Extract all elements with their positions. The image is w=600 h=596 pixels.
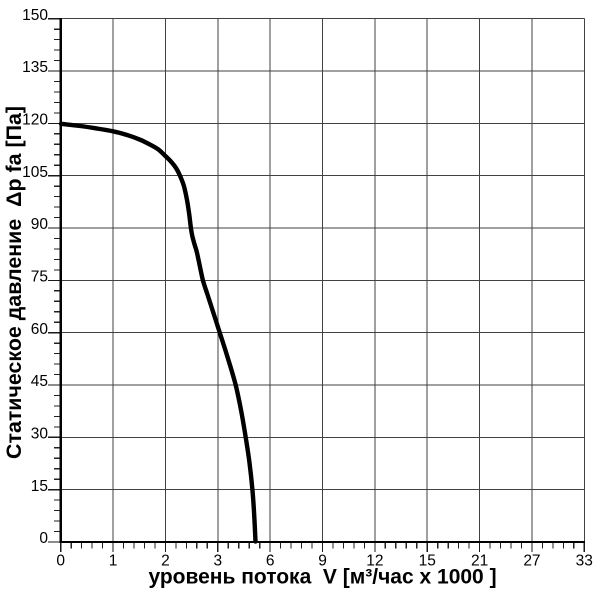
svg-text:120: 120 — [22, 112, 48, 129]
svg-text:3: 3 — [213, 553, 222, 570]
svg-text:150: 150 — [22, 7, 48, 24]
svg-text:105: 105 — [22, 164, 48, 181]
svg-text:33: 33 — [576, 553, 593, 570]
svg-text:уровень потока V [м³/час x 10: уровень потока V [м³/час x 1000 ] — [148, 566, 496, 589]
svg-text:1: 1 — [109, 553, 118, 570]
svg-text:27: 27 — [523, 553, 540, 570]
svg-text:60: 60 — [31, 321, 49, 338]
svg-text:12: 12 — [366, 553, 383, 570]
svg-text:15: 15 — [419, 553, 436, 570]
svg-text:6: 6 — [266, 553, 275, 570]
svg-text:135: 135 — [22, 59, 48, 76]
svg-text:0: 0 — [56, 553, 65, 570]
svg-text:45: 45 — [31, 373, 48, 390]
svg-text:15: 15 — [31, 478, 48, 495]
svg-text:30: 30 — [31, 426, 49, 443]
svg-text:0: 0 — [39, 530, 48, 547]
svg-text:Статическое давление Δp fa [П: Статическое давление Δp fa [Па] — [2, 106, 26, 459]
svg-text:90: 90 — [31, 216, 49, 233]
svg-text:75: 75 — [31, 269, 48, 286]
svg-text:2: 2 — [161, 553, 170, 570]
svg-text:21: 21 — [471, 553, 488, 570]
svg-text:9: 9 — [318, 553, 327, 570]
